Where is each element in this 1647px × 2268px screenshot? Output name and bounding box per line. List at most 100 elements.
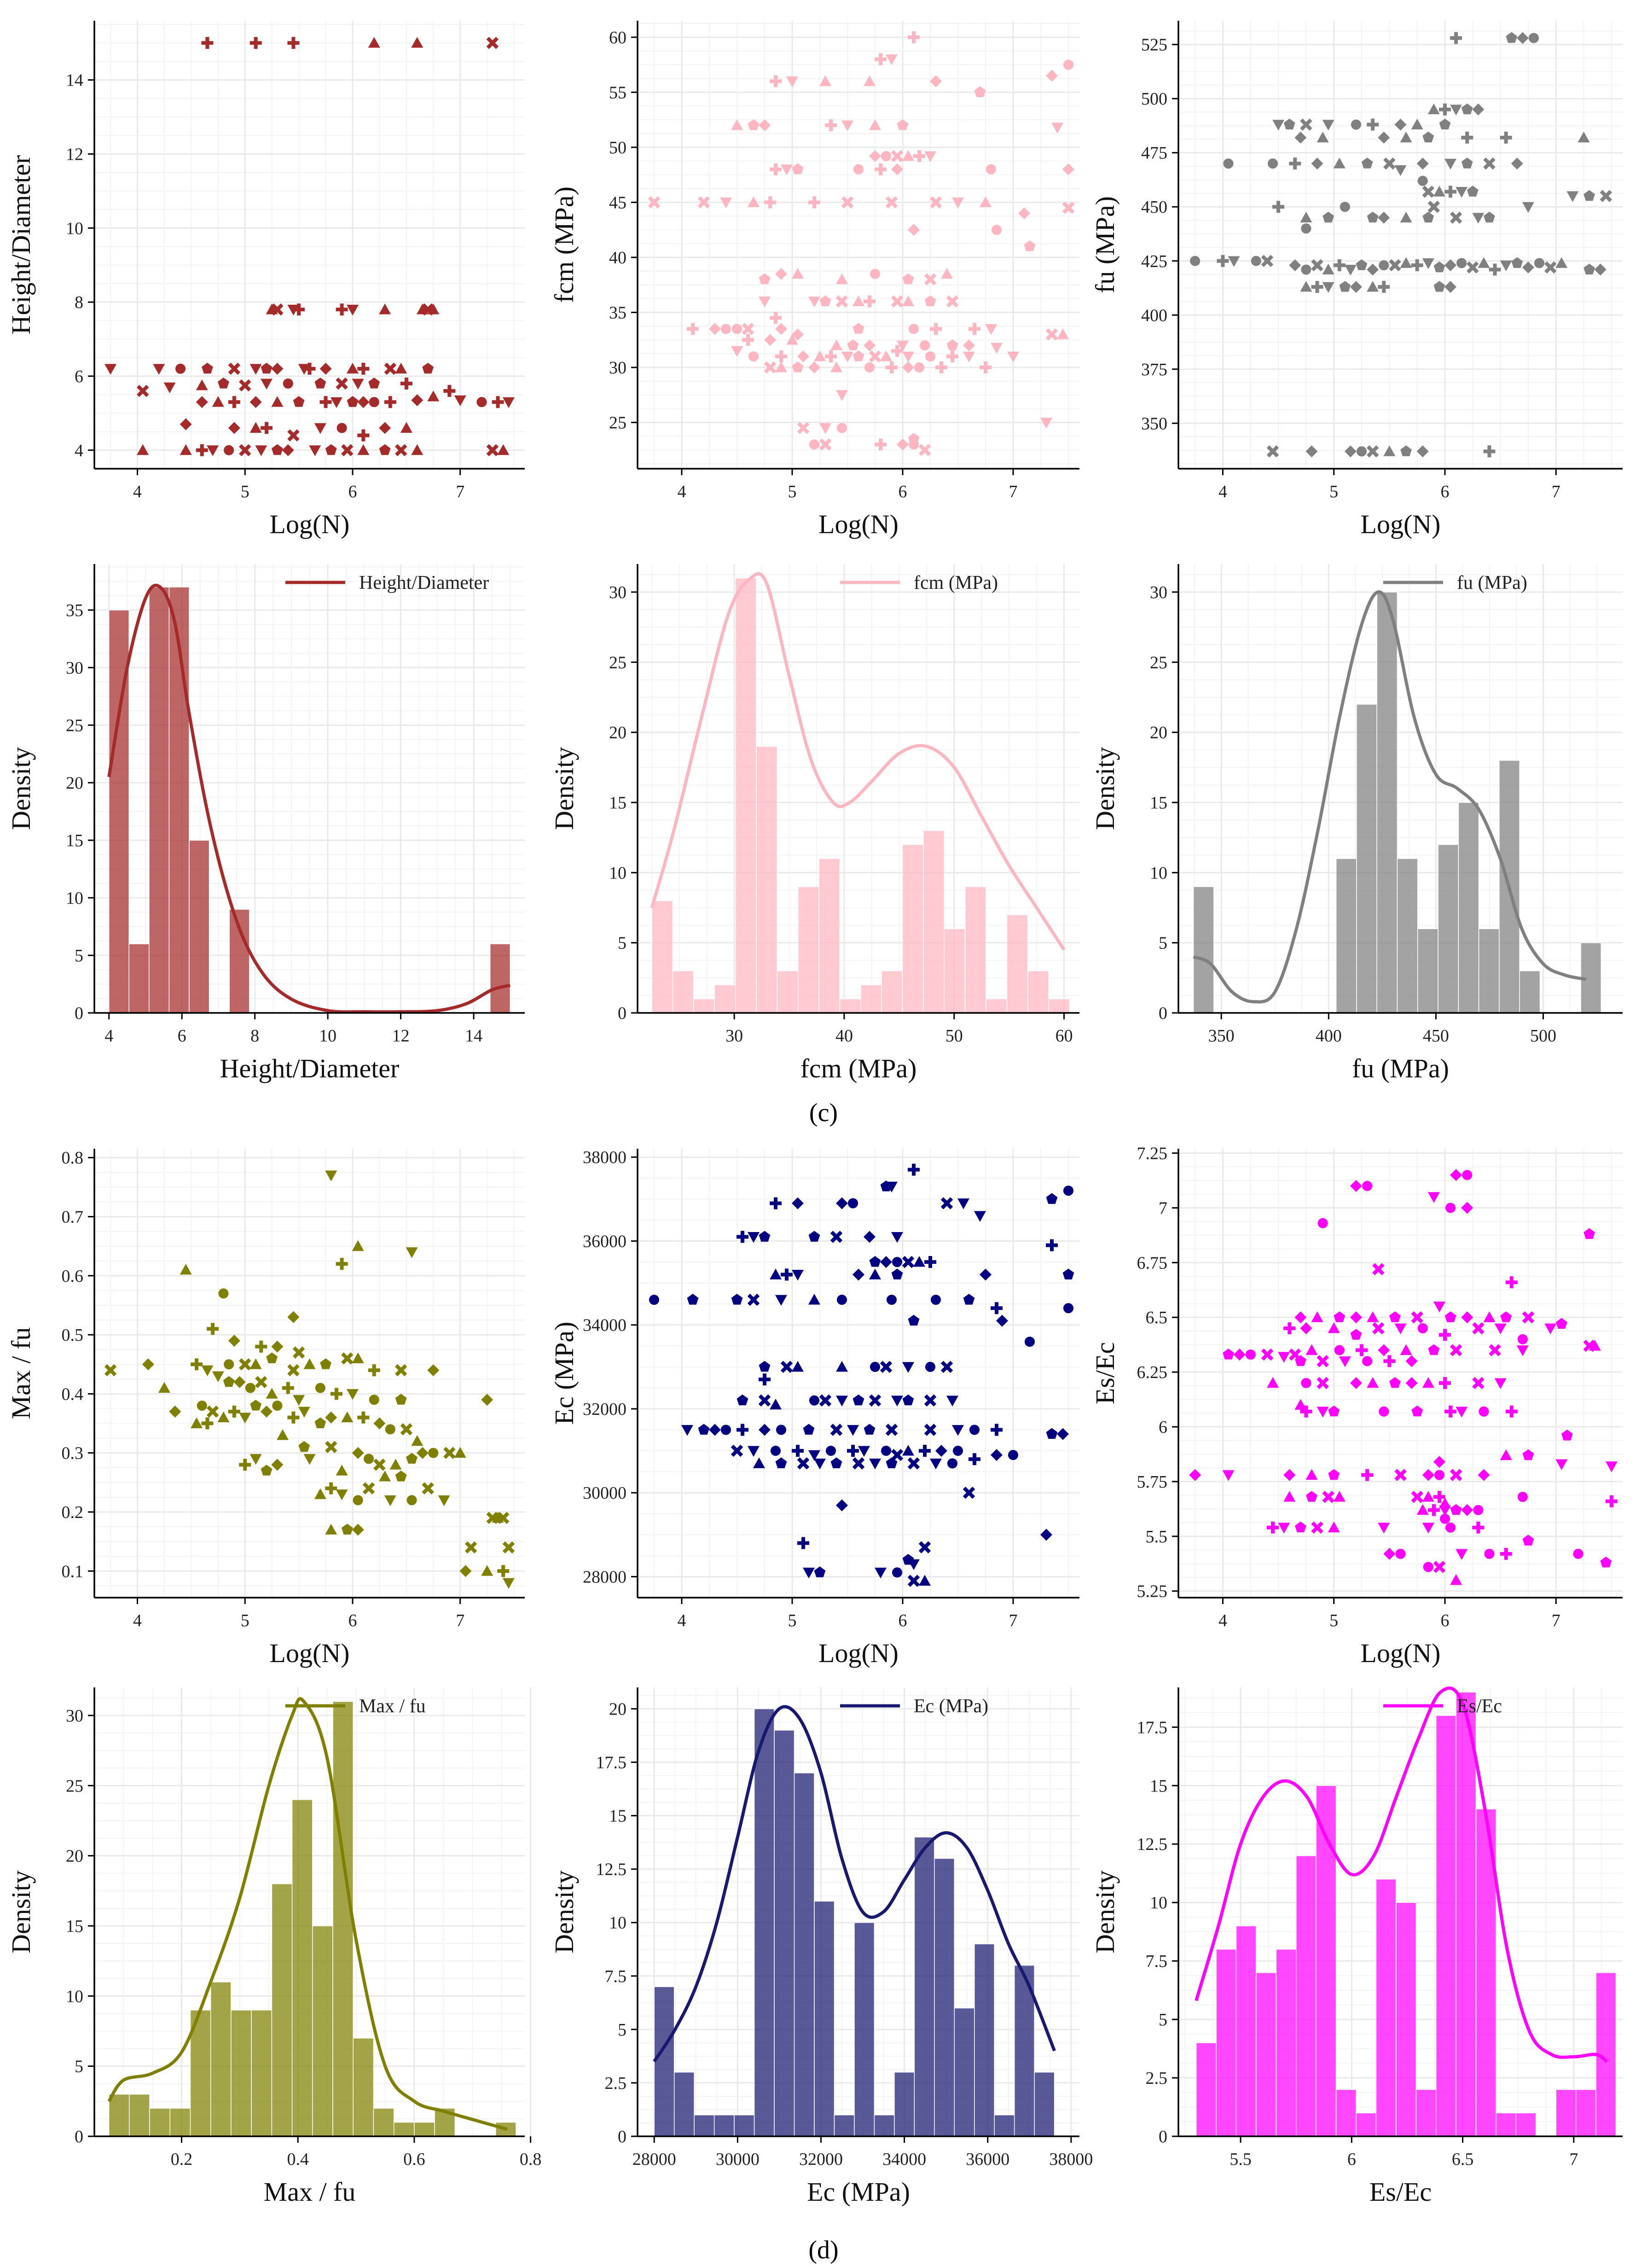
data-point [918,1541,931,1553]
data-point [770,1268,782,1279]
data-point [792,1445,804,1457]
data-point [809,439,820,450]
data-point [1394,1323,1407,1334]
data-point [1450,1344,1462,1356]
data-point [1383,1355,1396,1367]
data-point [1505,1276,1518,1289]
data-point [1439,1505,1451,1516]
data-point [875,438,887,451]
y-tick-label: 15 [609,1807,626,1826]
y-tick-label: 350 [1141,414,1167,433]
data-point [1007,351,1019,363]
data-point [991,1302,1003,1314]
data-point [394,444,407,457]
data-point [908,1559,920,1570]
histogram-bar [1575,2089,1596,2137]
data-point [1322,263,1334,274]
y-tick-label: 0 [75,2127,83,2146]
y-tick-label: 0.1 [62,1562,84,1581]
data-point [902,150,914,161]
y-tick-label: 34000 [583,1316,626,1335]
data-point [1555,1459,1568,1470]
data-point [941,268,953,279]
data-point [347,304,359,316]
data-point [902,273,914,285]
data-point [1517,1492,1528,1502]
chart-d-ec-hist: Ec (MPa) 28000 30000 32000 34000 36000 38000 0 2… [549,1687,1093,2207]
data-point [1322,1490,1334,1503]
x-tick-label: 7 [1009,482,1018,501]
data-point [223,1376,235,1387]
y-axis-title: Density [6,747,36,830]
data-point [792,1269,804,1281]
x-tick-label: 6 [899,1611,907,1630]
data-point [1583,190,1595,201]
data-point [892,1256,903,1268]
data-point [869,1459,881,1470]
data-point [464,1541,477,1554]
data-point [217,1411,230,1423]
data-point [880,1361,893,1373]
data-point [303,1358,316,1369]
data-point [1378,1523,1390,1534]
data-point [1361,1469,1374,1481]
data-point [272,1401,283,1411]
data-point [1367,263,1379,276]
data-point [1062,163,1074,175]
data-point [1062,202,1075,214]
data-point [239,444,251,457]
data-point [1008,1450,1019,1460]
data-point [797,422,810,434]
data-point [309,445,321,456]
data-point [1450,32,1462,44]
legend-label: fcm (MPa) [914,572,998,593]
data-point [1411,259,1423,272]
data-point [1272,201,1285,213]
data-point [1394,1469,1407,1481]
data-point [1444,1311,1456,1322]
data-point [1427,103,1440,115]
data-point [1350,281,1362,293]
data-point [891,1448,904,1461]
data-point [1322,282,1334,293]
data-point [991,343,1003,354]
data-point [963,351,975,363]
data-point [1456,1549,1468,1560]
data-point [1339,1356,1351,1367]
data-point [830,339,842,350]
histogram-bar [1555,2089,1577,2137]
data-point [897,438,909,451]
data-point [902,351,914,363]
data-point [759,273,771,285]
data-point [315,1383,325,1393]
data-point [1528,33,1539,43]
data-point [1383,157,1396,170]
data-point [1467,186,1479,197]
data-point [1295,1355,1306,1366]
data-point [1317,1218,1328,1228]
data-point [1311,1521,1323,1534]
data-point [946,339,958,350]
data-point [1511,257,1523,268]
data-point [759,297,771,308]
data-point [1261,1348,1274,1361]
histogram-bar [1435,1715,1456,2137]
data-point [731,324,742,334]
histogram-bar [414,2122,435,2137]
data-point [502,397,515,408]
y-tick-label: 5.25 [1137,1582,1168,1601]
data-point [969,1425,980,1435]
histogram-bar [489,943,511,1013]
data-point [775,1457,787,1468]
x-tick-label: 0.2 [171,2150,193,2169]
x-tick-label: 5 [241,1611,249,1630]
data-point [1433,1456,1445,1468]
data-point [1367,118,1379,131]
data-point [411,37,423,48]
data-point [1577,131,1590,143]
data-point [1484,1548,1495,1559]
data-point [775,268,787,280]
data-point [1311,281,1323,293]
data-point [748,119,760,130]
data-point [775,323,787,335]
